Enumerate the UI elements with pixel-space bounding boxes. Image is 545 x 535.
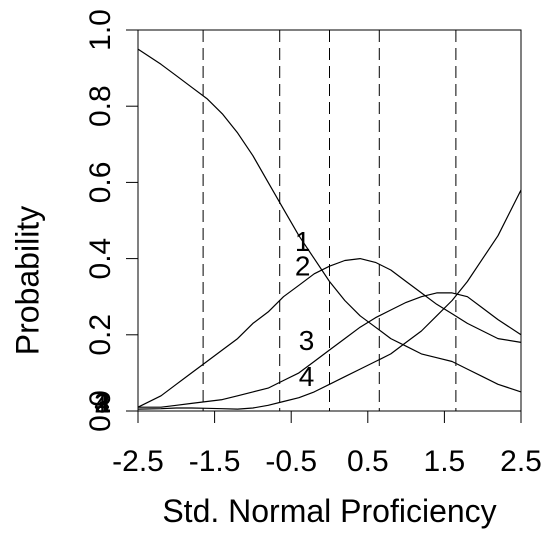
curve-label-1: 1 [94,388,110,419]
x-axis: -2.5 -1.5 -0.5 0.5 1.5 2.5 [112,411,542,478]
y-tick-label: 0.0 [84,390,117,432]
x-tick-label: -1.5 [189,445,241,478]
y-axis-title: Probability [9,206,45,355]
curve-label-3: 3 [94,388,110,419]
curve-label-1: 1 [295,226,311,257]
x-tick-label: -0.5 [265,445,317,478]
y-tick-label: 0.4 [84,238,117,280]
curve-1 [137,48,522,393]
y-axis: 0.0 0.2 0.4 0.6 0.8 1.0 [84,9,138,432]
x-tick-label: 2.5 [500,445,542,478]
y-tick-label: 0.8 [84,85,117,127]
curve-label-3: 3 [299,325,315,356]
curves [137,48,522,410]
curve-2 [137,258,522,408]
curve-label-4: 4 [299,361,315,392]
curve-3 [138,292,522,408]
x-tick-label: 0.5 [347,445,389,478]
y-tick-label: 0.2 [84,314,117,356]
reference-lines [202,30,457,411]
curve-label-2: 2 [295,251,311,282]
curve-label-4: 4 [94,388,110,419]
curve-4 [137,189,522,410]
y-tick-label: 1.0 [84,9,117,51]
x-tick-label: 1.5 [424,445,466,478]
y-tick-label: 0.6 [84,162,117,204]
x-tick-label: -2.5 [112,445,164,478]
x-axis-title: Std. Normal Proficiency [162,493,496,529]
curve-label-2: 2 [94,388,110,419]
